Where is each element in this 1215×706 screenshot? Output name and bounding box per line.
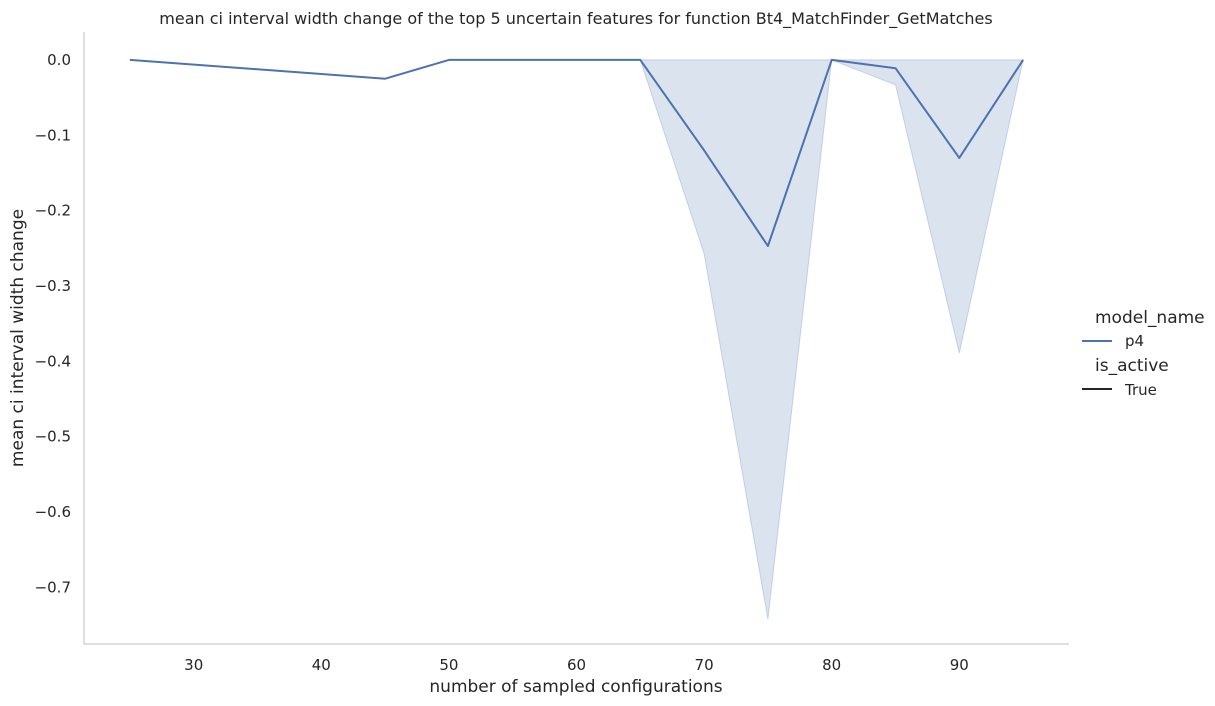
x-tick-label: 90	[950, 656, 969, 674]
y-ticks: 0.0 −0.1 −0.2 −0.3 −0.4 −0.5 −0.6 −0.7	[35, 51, 71, 597]
x-tick-label: 40	[312, 656, 331, 674]
x-tick-label: 60	[567, 656, 586, 674]
chart-title: mean ci interval width change of the top…	[159, 9, 992, 29]
legend: model_name p4 is_active True	[1082, 308, 1205, 399]
y-tick-label: −0.1	[35, 126, 71, 144]
y-tick-label: −0.4	[35, 352, 71, 370]
series-line-p4	[129, 58, 1024, 247]
x-axis-label: number of sampled configurations	[429, 677, 722, 697]
legend-hue-title: model_name	[1095, 308, 1205, 328]
y-axis-label: mean ci interval width change	[8, 209, 28, 467]
y-tick-label: −0.7	[35, 578, 71, 596]
legend-style-title: is_active	[1095, 356, 1169, 376]
y-tick-label: −0.3	[35, 277, 71, 295]
x-tick-label: 80	[822, 656, 841, 674]
confidence-bands	[129, 59, 1024, 620]
confidence-band-p4	[129, 59, 1024, 620]
y-tick-label: −0.2	[35, 202, 71, 220]
y-tick-label: 0.0	[47, 51, 71, 69]
x-tick-label: 30	[184, 656, 203, 674]
legend-label-p4: p4	[1125, 332, 1144, 350]
x-ticks: 30 40 50 60 70 80 90	[184, 656, 969, 674]
x-tick-label: 70	[695, 656, 714, 674]
legend-label-true: True	[1124, 381, 1157, 399]
y-tick-label: −0.5	[35, 428, 71, 446]
y-tick-label: −0.6	[35, 503, 71, 521]
x-tick-label: 50	[439, 656, 458, 674]
series-lines	[129, 58, 1024, 247]
